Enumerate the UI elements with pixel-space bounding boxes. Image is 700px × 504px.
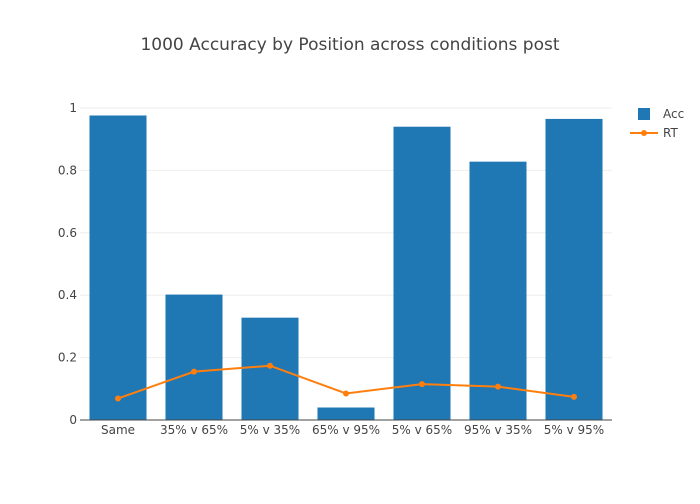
bar-acc[interactable] [241, 317, 299, 420]
point-rt[interactable] [571, 393, 577, 400]
y-tick-label: 0.4 [58, 288, 77, 302]
point-rt[interactable] [419, 381, 425, 388]
y-tick-label: 1 [69, 101, 77, 115]
grid-layer [80, 107, 612, 359]
y-tick-label: 0 [69, 413, 77, 427]
chart-title: 1000 Accuracy by Position across conditi… [140, 35, 559, 55]
legend[interactable]: Acc RT [630, 107, 684, 140]
x-tick-label: 5% v 65% [392, 423, 452, 437]
point-rt[interactable] [115, 395, 121, 402]
y-tick-label: 0.8 [58, 163, 77, 177]
bar-acc[interactable] [393, 126, 451, 420]
point-rt[interactable] [191, 368, 197, 375]
x-tick-label: 5% v 95% [544, 423, 604, 437]
legend-marker-rt[interactable] [641, 130, 647, 136]
bar-acc[interactable] [89, 115, 147, 420]
axis-layer: 0 0.2 0.4 0.6 0.8 1 Same 35% v 65% 5% v 35% 65% v… [58, 101, 612, 437]
point-rt[interactable] [343, 390, 349, 397]
x-tick-label: 95% v 35% [464, 423, 532, 437]
legend-swatch-acc[interactable] [638, 108, 650, 120]
bar-acc[interactable] [165, 294, 223, 420]
x-tick-label: 65% v 95% [312, 423, 380, 437]
bar-layer [89, 115, 603, 421]
bar-acc[interactable] [469, 161, 527, 420]
x-tick-label: Same [101, 423, 135, 437]
y-tick-label: 0.6 [58, 226, 77, 240]
x-tick-label: 35% v 65% [160, 423, 228, 437]
point-rt[interactable] [267, 362, 273, 369]
point-rt[interactable] [495, 383, 501, 390]
legend-label-acc[interactable]: Acc [663, 107, 684, 121]
line-layer [115, 362, 577, 402]
x-tick-label: 5% v 35% [240, 423, 300, 437]
y-tick-label: 0.2 [58, 351, 77, 365]
bar-acc[interactable] [317, 407, 375, 420]
legend-label-rt[interactable]: RT [663, 126, 678, 140]
bar-acc[interactable] [545, 118, 603, 421]
